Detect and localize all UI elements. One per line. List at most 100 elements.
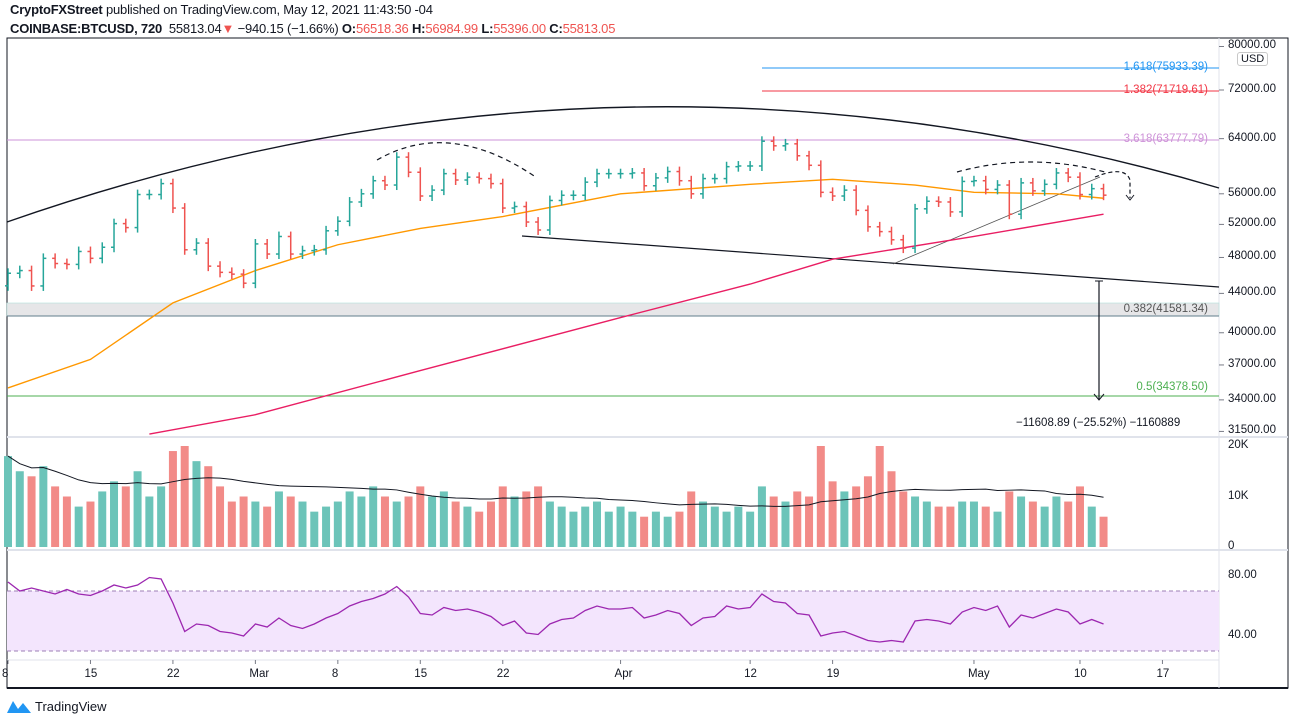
time-tick-label: 15 [414,668,428,680]
volume-bar [593,501,601,547]
volume-bar [392,501,401,547]
volume-bar [651,511,660,547]
volume-bar [357,496,366,547]
dashed-arc-march [376,142,538,179]
volume-bar [274,491,283,547]
volume-bar [769,496,778,547]
volume-bar [74,506,83,547]
volume-tick-label: 0 [1228,540,1235,552]
rsi-line [7,576,1104,643]
volume-bar [1064,501,1073,547]
author[interactable]: CryptoFXStreet [10,2,103,17]
volume-bar [98,491,107,547]
volume-bar [1005,491,1014,547]
volume-bar [899,491,908,547]
volume-bar [663,516,672,547]
time-tick-label: Mar [249,668,270,680]
tradingview-logo[interactable]: TradingView [6,698,107,714]
volume-bar [616,506,625,547]
currency-badge[interactable]: USD [1237,52,1269,66]
volume-bar [569,511,578,547]
volume-bar [416,486,425,547]
volume-bar [380,496,389,547]
volume-bar [993,511,1002,547]
price-tick-label: 37000.00 [1228,357,1276,370]
volume-tick-label: 20K [1228,439,1249,451]
volume-bar [498,486,507,547]
price-change: −940.15 (−1.66%) [237,21,339,36]
rsi-tick-label: 80.00 [1228,569,1257,581]
time-tick-label: 12 [744,668,757,680]
volume-bar [121,486,130,547]
ma200-line [149,213,1104,435]
volume-bar [710,506,719,547]
volume-bar [887,471,896,547]
volume-bar [310,511,319,547]
volume-bar [604,511,613,547]
volume-bar [734,506,743,547]
fib-05-label: 0.5(34378.50) [1136,381,1208,393]
close-label: C: [549,21,563,36]
time-tick-label: May [967,668,990,680]
volume-bar [863,476,872,547]
volume-bar [322,506,331,547]
time-tick-label: 10 [1073,668,1087,680]
volume-bar [828,481,837,547]
volume-bar [699,501,708,547]
price-tick-label: 52000.00 [1228,217,1276,230]
volume-bar [428,496,437,547]
volume-bar [157,486,166,547]
volume-bar [27,476,36,547]
volume-bar [1017,496,1026,547]
branding-text: TradingView [35,698,107,714]
tradingview-icon [7,701,31,713]
volume-bar [51,486,60,547]
volume-bar [545,501,554,547]
volume-bar [333,501,342,547]
fib-3618-label: 3.618(63777.79) [1123,133,1208,145]
volume-bar [1028,501,1037,547]
volume-ma-line [7,455,1104,507]
volume-bar [640,516,649,547]
rsi-band [7,591,1219,651]
high-label: H: [411,21,426,36]
rising-trendline [892,176,1101,265]
volume-bar [781,501,790,547]
time-tick-label: 22 [166,668,180,680]
volume-bar [1075,486,1084,547]
volume-bar [805,496,814,547]
volume-bar [216,486,225,547]
volume-bar [840,491,849,547]
time-tick-label: 17 [1156,668,1170,680]
volume-bar [793,491,802,547]
time-tick-label: 19 [826,668,840,680]
volume-bar [852,486,861,547]
volume-bar [946,506,955,547]
time-tick-label: 22 [496,668,510,680]
volume-bar [687,491,696,547]
time-tick-label: 8 [331,668,339,680]
volume-bar [192,461,201,547]
dashed-arc-projection [1094,171,1131,198]
time-tick-label: 15 [84,668,98,680]
volume-bar [239,496,248,547]
volume-bar [534,486,543,547]
volume-bar [251,501,260,547]
publish-text: published on TradingView.com, May 12, 20… [105,2,433,17]
close-value: 55813.05 [562,21,616,36]
volume-bar [522,491,531,547]
volume-bar [628,511,637,547]
arrow-down-icon [1125,194,1135,201]
price-tick-label: 80000.00 [1228,39,1276,52]
volume-bar [1040,506,1049,547]
low-value: 55396.00 [493,21,546,36]
volume-bar [510,496,519,547]
volume-bar [263,506,272,547]
volume-bar [404,496,413,547]
volume-bar [969,501,978,547]
volume-bar [757,486,766,547]
volume-bar [145,496,154,547]
volume-bar [451,501,460,547]
open-label: O: [341,21,356,36]
